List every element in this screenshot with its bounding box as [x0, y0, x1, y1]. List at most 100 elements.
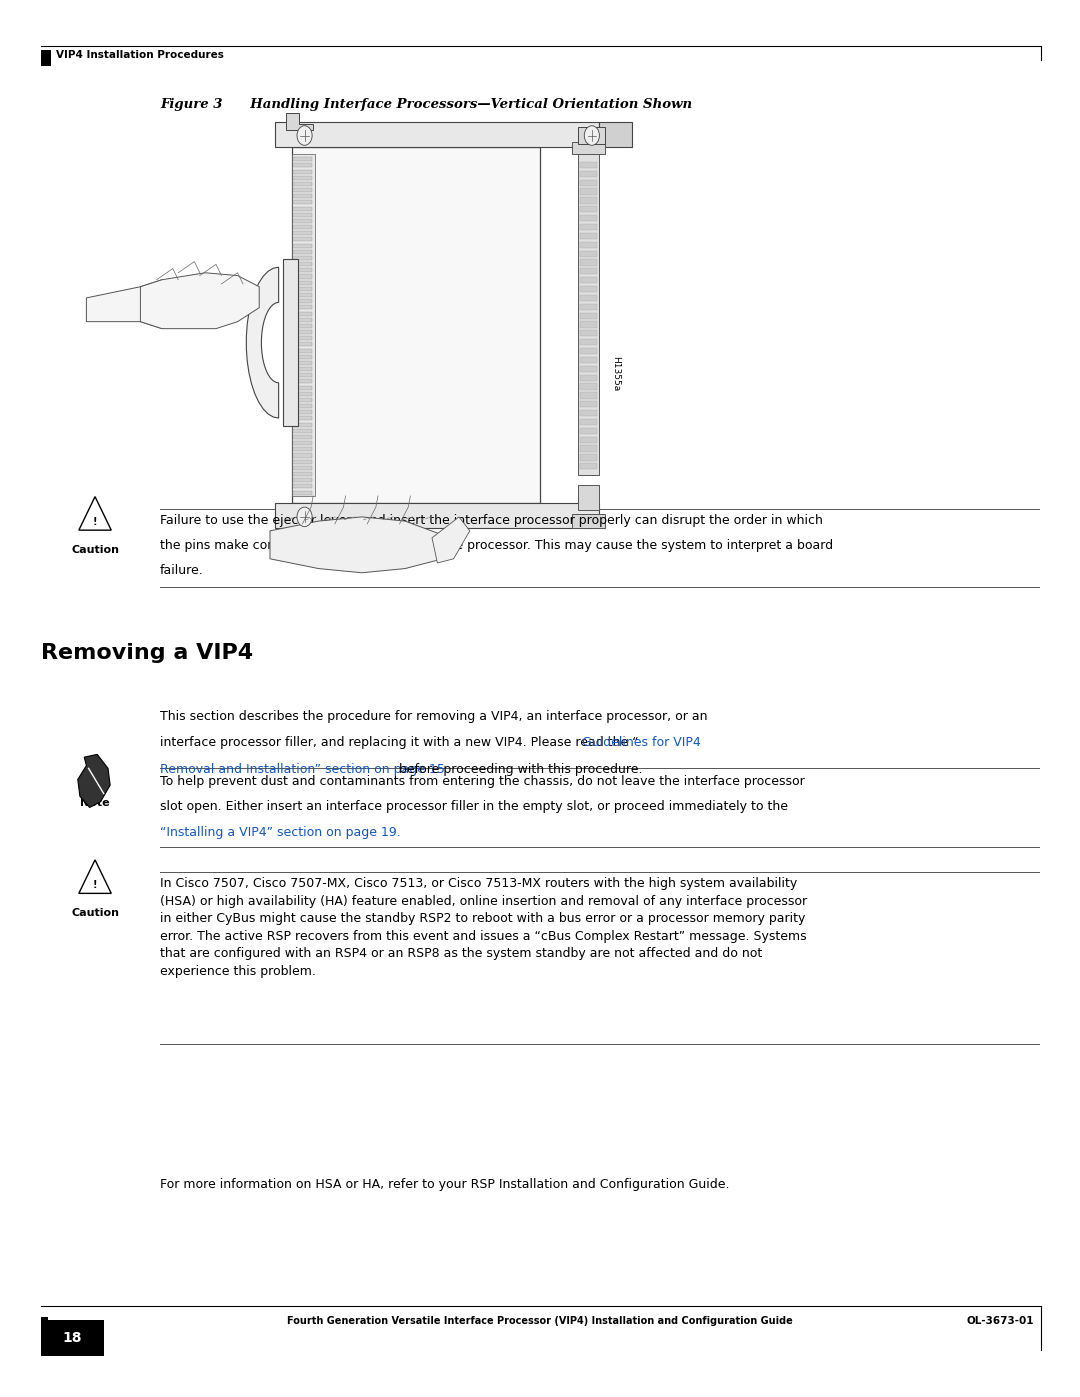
Bar — [293, 189, 312, 193]
Bar — [580, 189, 597, 194]
Bar — [580, 170, 597, 177]
Bar — [293, 465, 312, 469]
Polygon shape — [599, 122, 632, 147]
Text: This section describes the procedure for removing a VIP4, an interface processor: This section describes the procedure for… — [160, 710, 707, 722]
Text: For more information on HSA or HA, refer to your RSP Installation and Configurat: For more information on HSA or HA, refer… — [160, 1178, 729, 1190]
Text: slot open. Either insert an interface processor filler in the empty slot, or pro: slot open. Either insert an interface pr… — [160, 800, 787, 813]
Bar — [580, 348, 597, 355]
Bar — [580, 321, 597, 328]
Text: Figure 3      Handling Interface Processors—Vertical Orientation Shown: Figure 3 Handling Interface Processors—V… — [160, 98, 692, 110]
Bar — [293, 434, 312, 439]
Text: Fourth Generation Versatile Interface Processor (VIP4) Installation and Configur: Fourth Generation Versatile Interface Pr… — [287, 1316, 793, 1326]
Bar — [580, 224, 597, 231]
Bar — [293, 293, 312, 298]
Bar — [275, 503, 599, 528]
Bar — [293, 232, 312, 235]
Bar — [580, 207, 597, 212]
Text: Failure to use the ejector levers and insert the interface processor properly ca: Failure to use the ejector levers and in… — [160, 514, 823, 527]
Bar — [293, 460, 312, 464]
Bar — [580, 233, 597, 239]
Circle shape — [297, 507, 312, 527]
Bar — [580, 339, 597, 345]
Polygon shape — [270, 517, 443, 573]
Polygon shape — [286, 113, 313, 130]
Text: the pins make contact with the card or interface processor. This may cause the s: the pins make contact with the card or i… — [160, 539, 833, 552]
Text: Caution: Caution — [71, 908, 119, 918]
Bar — [580, 437, 597, 443]
Bar — [293, 169, 312, 173]
Polygon shape — [79, 497, 111, 529]
Bar — [580, 215, 597, 221]
Bar — [293, 212, 312, 217]
Bar — [578, 154, 599, 475]
Bar — [580, 411, 597, 416]
Circle shape — [297, 126, 312, 145]
Bar — [580, 303, 597, 310]
Bar — [293, 441, 312, 446]
Bar — [293, 263, 312, 267]
Bar — [580, 374, 597, 381]
Bar — [275, 122, 599, 147]
Text: !: ! — [93, 880, 97, 890]
Bar — [293, 478, 312, 482]
Bar — [580, 295, 597, 300]
Bar — [293, 243, 312, 247]
Bar — [293, 337, 312, 341]
Bar — [293, 200, 312, 204]
Bar — [293, 398, 312, 402]
Bar — [293, 472, 312, 476]
Bar — [580, 197, 597, 204]
Bar — [580, 277, 597, 284]
Bar — [293, 330, 312, 334]
Bar — [293, 163, 312, 168]
Bar — [293, 404, 312, 408]
Bar — [580, 383, 597, 390]
Bar — [293, 373, 312, 377]
Text: “Installing a VIP4” section on page 19.: “Installing a VIP4” section on page 19. — [160, 826, 401, 838]
Text: Removing a VIP4: Removing a VIP4 — [41, 643, 253, 662]
Text: Note: Note — [80, 798, 110, 807]
Bar — [293, 274, 312, 278]
Bar — [293, 286, 312, 291]
Text: VIP4 Installation Procedures: VIP4 Installation Procedures — [56, 50, 224, 60]
Bar — [293, 485, 312, 489]
Bar — [293, 219, 312, 224]
Bar — [580, 162, 597, 168]
Bar — [41, 1320, 104, 1356]
Text: OL-3673-01: OL-3673-01 — [967, 1316, 1034, 1326]
Bar — [293, 268, 312, 272]
Bar — [293, 411, 312, 415]
Bar — [580, 313, 597, 319]
Bar — [293, 391, 312, 395]
Bar — [580, 286, 597, 292]
Bar — [580, 356, 597, 363]
Bar — [580, 250, 597, 257]
Bar — [283, 258, 298, 426]
Circle shape — [584, 126, 599, 145]
Bar — [580, 242, 597, 247]
Bar — [572, 142, 605, 154]
Bar — [578, 485, 599, 510]
Bar — [580, 180, 597, 186]
Bar — [292, 147, 540, 503]
Bar — [293, 299, 312, 303]
Bar — [293, 490, 312, 495]
Bar — [580, 260, 597, 265]
Polygon shape — [246, 267, 279, 418]
Text: interface processor filler, and replacing it with a new VIP4. Please read the “: interface processor filler, and replacin… — [160, 736, 638, 749]
Bar — [578, 127, 605, 144]
Bar — [580, 464, 597, 469]
Bar — [293, 454, 312, 457]
Bar — [293, 380, 312, 383]
Text: !: ! — [93, 517, 97, 527]
Bar — [293, 447, 312, 451]
Text: H1355a: H1355a — [611, 356, 620, 391]
Bar — [580, 401, 597, 408]
Polygon shape — [140, 272, 259, 328]
Polygon shape — [86, 279, 162, 328]
Bar — [293, 207, 312, 211]
Bar — [293, 423, 312, 426]
Bar — [293, 342, 312, 346]
Bar — [293, 225, 312, 229]
Text: before proceeding with this procedure.: before proceeding with this procedure. — [395, 763, 643, 775]
